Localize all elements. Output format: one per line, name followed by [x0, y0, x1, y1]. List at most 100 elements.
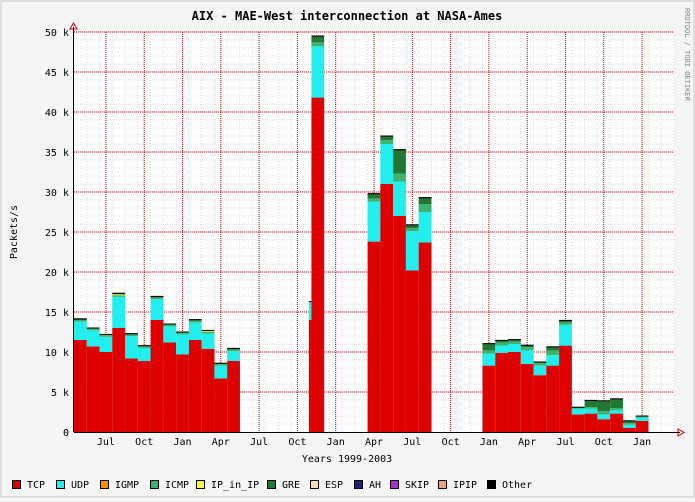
bar-segment-gre [597, 400, 611, 412]
bar-segment-gre [125, 334, 138, 335]
bar-segment-tcp [405, 270, 419, 432]
legend-item-skip: SKIP [390, 480, 429, 491]
legend-label: SKIP [405, 480, 429, 491]
legend-item-igmp: IGMP [100, 480, 139, 491]
y-tick-labels: 0 5 k 10 k 15 k 20 k 25 k 30 k 35 k 40 k 45 k 50 k [45, 28, 69, 439]
bar-segment-udp [584, 408, 598, 414]
bar-segment-gre [380, 136, 394, 140]
bar-segment-icmp [74, 320, 87, 322]
bar-segment-tcp [520, 364, 534, 432]
bar-segment-tcp [559, 345, 572, 432]
bar-segment-gre [150, 296, 164, 298]
legend-item-esp: ESP [310, 480, 343, 491]
bar-segment-gre [559, 320, 572, 323]
bar-segment-udp [533, 365, 547, 376]
legend-item-ah: AH [354, 480, 381, 491]
bar-segment-tcp [367, 241, 381, 432]
x-tick-label: Jan [480, 437, 498, 448]
bar-segment-gre [74, 319, 87, 320]
bar-segment-udp [418, 212, 432, 243]
bar-segment-tcp [418, 242, 432, 432]
bar-segment-icmp [546, 350, 560, 356]
bar-segment-tcp [99, 352, 113, 432]
bar-segment-gre [405, 225, 419, 228]
bar-segment-icmp [495, 342, 509, 346]
bar-segment-tcp [311, 97, 325, 432]
bar-segment-udp [112, 296, 126, 328]
x-tick-label: Oct [595, 437, 613, 448]
bar-segment-gre [533, 362, 547, 364]
chart-title: AIX - MAE-West interconnection at NASA-A… [192, 9, 503, 23]
bar-segment-tcp [201, 348, 215, 432]
bar-segment-udp [597, 414, 611, 420]
bar-segment-icmp [176, 332, 189, 335]
bar-segment-tcp [188, 340, 202, 432]
bar-segment-udp [622, 424, 636, 428]
bar-segment-udp [508, 344, 521, 352]
x-axis-arrow [677, 428, 685, 437]
x-tick-label: Jan [327, 437, 345, 448]
bar-segment-udp [546, 355, 560, 366]
bar-segment-tcp [112, 328, 126, 432]
legend-item-icmp: ICMP [150, 480, 189, 491]
bar-segment-udp [610, 410, 623, 414]
y-tick-label: 35 k [45, 148, 69, 159]
bar-segment-udp [188, 322, 202, 340]
bar-segment-udp [635, 417, 649, 421]
y-tick-label: 25 k [45, 228, 69, 239]
bar-segment-icmp [125, 334, 138, 336]
legend-item-tcp: TCP [12, 480, 45, 491]
bar-segment-icmp [533, 363, 547, 366]
x-tick-label: Jul [97, 437, 115, 448]
bar-segment-udp [380, 144, 394, 184]
legend-swatch [100, 480, 109, 489]
bar-segment-udp [571, 408, 585, 415]
bar-segment-gre [311, 36, 325, 43]
y-tick-label: 30 k [45, 188, 69, 199]
bar-segment-icmp [559, 322, 572, 325]
bar-segment-icmp [508, 341, 521, 344]
legend-label: TCP [27, 480, 45, 491]
bar-segment-icmp [112, 295, 126, 297]
x-tick-label: Apr [365, 437, 383, 448]
legend-swatch [390, 480, 399, 489]
legend-swatch [12, 480, 21, 489]
bar-segment-tcp [495, 352, 509, 432]
bar-segment-icmp [482, 350, 496, 354]
bar-segment-udp [559, 324, 572, 346]
y-tick-label: 0 [63, 428, 69, 439]
bar-segment-udp [311, 46, 325, 98]
bar-segment-icmp [405, 228, 419, 232]
bar-segment-icmp [214, 364, 228, 366]
x-tick-labels: Jul Oct Jan Apr Jul Oct Jan Apr Jul Oct Jan Apr Jul O… [97, 437, 651, 448]
bars [74, 35, 649, 432]
legend-label: GRE [282, 480, 300, 491]
bar-segment-icmp [137, 346, 151, 348]
bar-segment-icmp [520, 347, 534, 351]
bar-segment-tcp [150, 320, 164, 432]
legend-swatch [150, 480, 159, 489]
bar-segment-icmp [393, 173, 406, 182]
bar-segment-tcp [137, 360, 151, 432]
x-tick-label: Oct [442, 437, 460, 448]
watermark: RRDTOOL / TOBI OETIKER [683, 8, 691, 102]
y-tick-label: 50 k [45, 28, 69, 39]
bar-segment-udp [125, 336, 138, 359]
y-tick-label: 40 k [45, 108, 69, 119]
legend-swatch [438, 480, 447, 489]
legend-label: ICMP [165, 480, 189, 491]
x-axis-label: Years 1999-2003 [302, 454, 392, 465]
bar-segment-udp [520, 350, 534, 364]
bar-segment-tcp [622, 428, 636, 432]
bar-segment-tcp [508, 352, 521, 432]
bar-segment-gre [610, 399, 623, 408]
bar-segment-icmp [622, 423, 636, 425]
bar-segment-udp [214, 365, 228, 379]
axes [69, 22, 685, 437]
bar-segment-icmp [380, 140, 394, 144]
legend-swatch [56, 480, 65, 489]
bar-segment-icmp [367, 198, 381, 202]
x-tick-label: Jul [250, 437, 268, 448]
